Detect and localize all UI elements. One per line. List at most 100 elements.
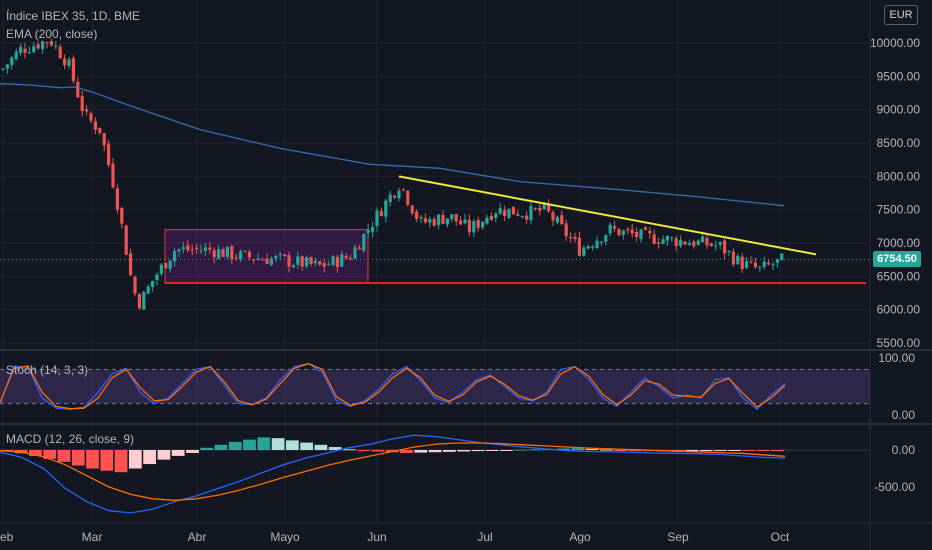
candle-body [63, 58, 67, 66]
ema-label: EMA (200, close) [6, 27, 97, 41]
candle-body [621, 230, 625, 235]
candle-body [696, 240, 700, 245]
candle-body [503, 210, 507, 216]
candle-body [423, 218, 427, 223]
macd-histogram-bar [157, 450, 171, 460]
candle-body [617, 228, 621, 236]
candle-body [41, 41, 45, 50]
macd-histogram-bar [171, 450, 185, 456]
candle-body [683, 241, 687, 245]
candle-body [709, 243, 713, 246]
candle-body [129, 253, 133, 276]
ema-label-text: EMA (200, close) [6, 27, 98, 41]
candle-body [168, 260, 172, 269]
candle-body [278, 254, 282, 256]
candle-body [701, 236, 705, 243]
macd-histogram-bar [400, 450, 413, 453]
currency-button[interactable]: EUR [884, 5, 918, 25]
macd-histogram-bar [471, 450, 485, 452]
candle-body [181, 247, 185, 250]
candle-body [586, 246, 590, 249]
candle-body [665, 235, 669, 241]
x-tick-label: Jun [367, 530, 386, 544]
candle-body [428, 219, 432, 223]
macd-histogram-bar [114, 450, 128, 473]
candle-body [287, 255, 291, 267]
macd-histogram-bar [57, 450, 71, 462]
candle-body [124, 225, 128, 255]
candle-body [736, 255, 740, 265]
candle-body [573, 237, 577, 240]
candle-body [49, 41, 53, 46]
x-tick-label: Jul [477, 530, 492, 544]
y-tick-label: 6000.00 [877, 303, 921, 317]
candle-body [10, 57, 14, 65]
candle-body [582, 247, 586, 256]
candle-body [415, 211, 419, 219]
candle-body [705, 238, 709, 246]
macd-histogram-bar [599, 449, 613, 451]
macd-histogram-bar [343, 449, 356, 451]
candle-body [775, 259, 779, 263]
candle-body [727, 251, 731, 253]
candle-body [445, 218, 449, 225]
candle-body [538, 207, 542, 211]
candle-body [344, 255, 348, 259]
candle-body [366, 229, 370, 233]
x-tick-label: Mar [82, 530, 103, 544]
candle-body [467, 219, 471, 233]
candle-body [164, 263, 168, 269]
candle-body [648, 230, 652, 234]
macd-histogram-bar [728, 450, 742, 451]
candle-body [256, 258, 260, 260]
candle-body [379, 211, 383, 217]
candle-body [327, 264, 331, 266]
candle-body [76, 81, 80, 98]
macd-histogram-bar [585, 448, 599, 450]
candle-body [692, 241, 696, 247]
candle-body [146, 286, 150, 294]
y-tick-label: 5500.00 [877, 336, 921, 350]
candle-body [19, 46, 23, 53]
candle-body [142, 291, 146, 310]
candle-body [494, 213, 498, 219]
macd-histogram-bar [442, 450, 456, 452]
candle-body [608, 224, 612, 234]
macd-line [0, 434, 786, 514]
candle-body [591, 246, 595, 248]
candle-body [331, 256, 335, 265]
macd-histogram-bar [414, 450, 428, 453]
candle-body [217, 249, 221, 259]
candle-body [221, 249, 225, 257]
candle-body [714, 245, 718, 247]
macd-histogram-bar [228, 441, 242, 450]
macd-histogram-bar [614, 450, 627, 451]
candle-body [67, 59, 71, 66]
y-tick-label: 8500.00 [877, 136, 921, 150]
x-tick-label: Ago [569, 530, 591, 544]
candle-body [613, 226, 617, 229]
ema-200-line [0, 83, 785, 207]
x-tick-label: Oct [771, 530, 790, 544]
symbol-title: Índice IBEX 35, 1D, BME [6, 9, 140, 23]
macd-histogram-bar [699, 450, 713, 452]
candle-body [357, 247, 361, 250]
candle-body [225, 246, 229, 257]
x-tick-label: Mayo [270, 530, 300, 544]
candle-body [577, 237, 581, 256]
candle-body [159, 264, 163, 274]
candle-body [630, 229, 634, 234]
candle-body [208, 247, 212, 250]
candle-body [362, 233, 366, 252]
candle-body [542, 202, 546, 210]
candle-body [547, 203, 551, 212]
candle-body [384, 200, 388, 217]
candle-body [635, 231, 639, 238]
candle-body [639, 229, 643, 240]
candle-body [36, 44, 40, 49]
macd-histogram-bar [528, 449, 542, 451]
stoch-d-line [0, 363, 786, 410]
candle-body [274, 255, 278, 259]
candle-body [243, 250, 247, 252]
